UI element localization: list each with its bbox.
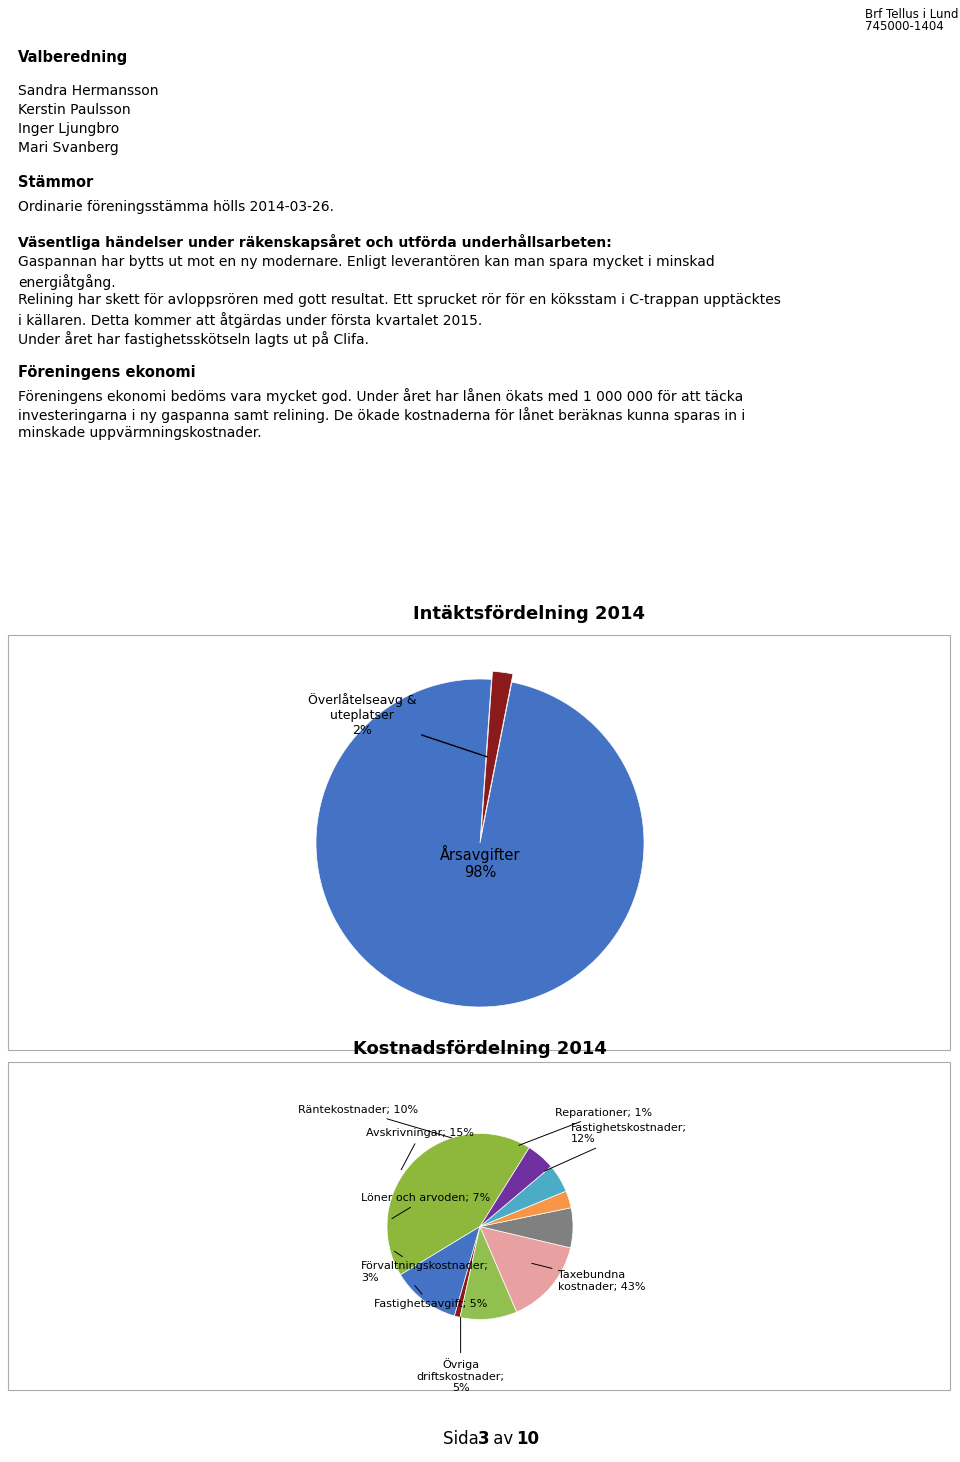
Text: Fastighetskostnader;
12%: Fastighetskostnader; 12% [544, 1123, 686, 1171]
Wedge shape [460, 1227, 516, 1320]
Text: Valberedning: Valberedning [18, 50, 129, 64]
Text: av: av [488, 1430, 518, 1447]
Text: Avskrivningar; 15%: Avskrivningar; 15% [367, 1129, 474, 1170]
Text: i källaren. Detta kommer att åtgärdas under första kvartalet 2015.: i källaren. Detta kommer att åtgärdas un… [18, 313, 482, 327]
Wedge shape [481, 671, 513, 835]
Wedge shape [316, 678, 644, 1007]
Text: Mari Svanberg: Mari Svanberg [18, 142, 119, 155]
Text: Löner och arvoden; 7%: Löner och arvoden; 7% [361, 1193, 491, 1219]
Text: Årsavgifter
98%: Årsavgifter 98% [440, 845, 520, 880]
Text: Gaspannan har bytts ut mot en ny modernare. Enligt leverantören kan man spara my: Gaspannan har bytts ut mot en ny moderna… [18, 256, 715, 269]
Text: Övriga
driftskostnader;
5%: Övriga driftskostnader; 5% [417, 1317, 505, 1393]
Text: Sida: Sida [443, 1430, 484, 1447]
Text: Förvaltningskostnader;
3%: Förvaltningskostnader; 3% [361, 1251, 489, 1282]
Text: Reparationer; 1%: Reparationer; 1% [518, 1108, 652, 1145]
Text: Taxebundna
kostnader; 43%: Taxebundna kostnader; 43% [532, 1263, 645, 1291]
Text: Stämmor: Stämmor [18, 175, 93, 190]
Wedge shape [400, 1227, 480, 1316]
Text: Brf Tellus i Lund: Brf Tellus i Lund [865, 7, 958, 20]
FancyBboxPatch shape [8, 635, 950, 1050]
Text: 3: 3 [478, 1430, 490, 1447]
Text: Väsentliga händelser under räkenskapsåret och utförda underhållsarbeten:: Väsentliga händelser under räkenskapsåre… [18, 234, 612, 250]
Text: Sandra Hermansson: Sandra Hermansson [18, 85, 158, 98]
Text: Föreningens ekonomi bedöms vara mycket god. Under året har lånen ökats med 1 000: Föreningens ekonomi bedöms vara mycket g… [18, 389, 743, 404]
Wedge shape [480, 1208, 573, 1249]
Text: 10: 10 [516, 1430, 539, 1447]
Text: Överlåtelseavg &
uteplatser
2%: Överlåtelseavg & uteplatser 2% [307, 693, 488, 757]
Ellipse shape [391, 842, 579, 883]
Title: Intäktsfördelning 2014: Intäktsfördelning 2014 [413, 605, 645, 623]
Title: Kostnadsfördelning 2014: Kostnadsfördelning 2014 [353, 1039, 607, 1058]
Text: Föreningens ekonomi: Föreningens ekonomi [18, 366, 196, 380]
Text: Kerstin Paulsson: Kerstin Paulsson [18, 104, 131, 117]
Text: Relining har skett för avloppsrören med gott resultat. Ett sprucket rör för en k: Relining har skett för avloppsrören med … [18, 294, 780, 307]
Text: 745000-1404: 745000-1404 [865, 20, 944, 34]
Wedge shape [480, 1192, 571, 1227]
Text: minskade uppvärmningskostnader.: minskade uppvärmningskostnader. [18, 427, 262, 440]
Wedge shape [480, 1167, 566, 1227]
Wedge shape [387, 1133, 529, 1275]
Wedge shape [480, 1148, 551, 1227]
Text: Fastighetsavgift; 5%: Fastighetsavgift; 5% [374, 1285, 488, 1308]
Text: investeringarna i ny gaspanna samt relining. De ökade kostnaderna för lånet berä: investeringarna i ny gaspanna samt relin… [18, 408, 745, 423]
Text: energiåtgång.: energiåtgång. [18, 275, 115, 289]
Text: Under året har fastighetsskötseln lagts ut på Clifa.: Under året har fastighetsskötseln lagts … [18, 332, 369, 346]
Text: Inger Ljungbro: Inger Ljungbro [18, 123, 119, 136]
FancyBboxPatch shape [8, 1061, 950, 1390]
Text: Ordinarie föreningsstämma hölls 2014-03-26.: Ordinarie föreningsstämma hölls 2014-03-… [18, 200, 334, 213]
Text: Räntekostnader; 10%: Räntekostnader; 10% [298, 1105, 451, 1137]
Wedge shape [480, 1227, 570, 1311]
Wedge shape [454, 1227, 480, 1317]
